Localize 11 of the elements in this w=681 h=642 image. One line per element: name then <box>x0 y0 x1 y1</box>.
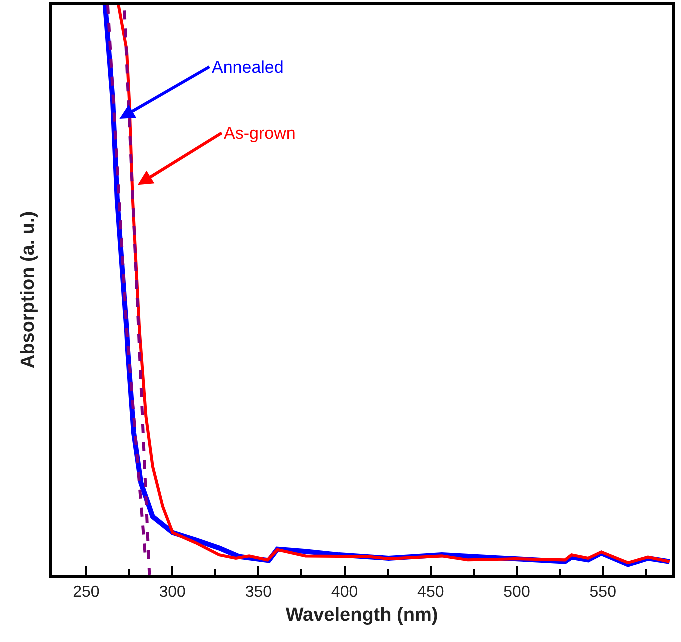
x-tick-label: 350 <box>245 584 272 602</box>
x-axis-title: Wavelength (nm) <box>286 605 438 626</box>
x-tick-label: 500 <box>504 584 530 602</box>
x-tick-label: 400 <box>331 584 358 602</box>
x-tick-label: 300 <box>159 584 186 602</box>
annotation: Annealed <box>212 58 284 77</box>
x-tick-label: 250 <box>73 584 100 602</box>
annotation: As-grown <box>224 124 296 143</box>
x-tick-label: 450 <box>418 584 444 602</box>
x-tick-label: 550 <box>590 584 617 602</box>
y-axis-title: Absorption (a. u.) <box>18 211 39 369</box>
